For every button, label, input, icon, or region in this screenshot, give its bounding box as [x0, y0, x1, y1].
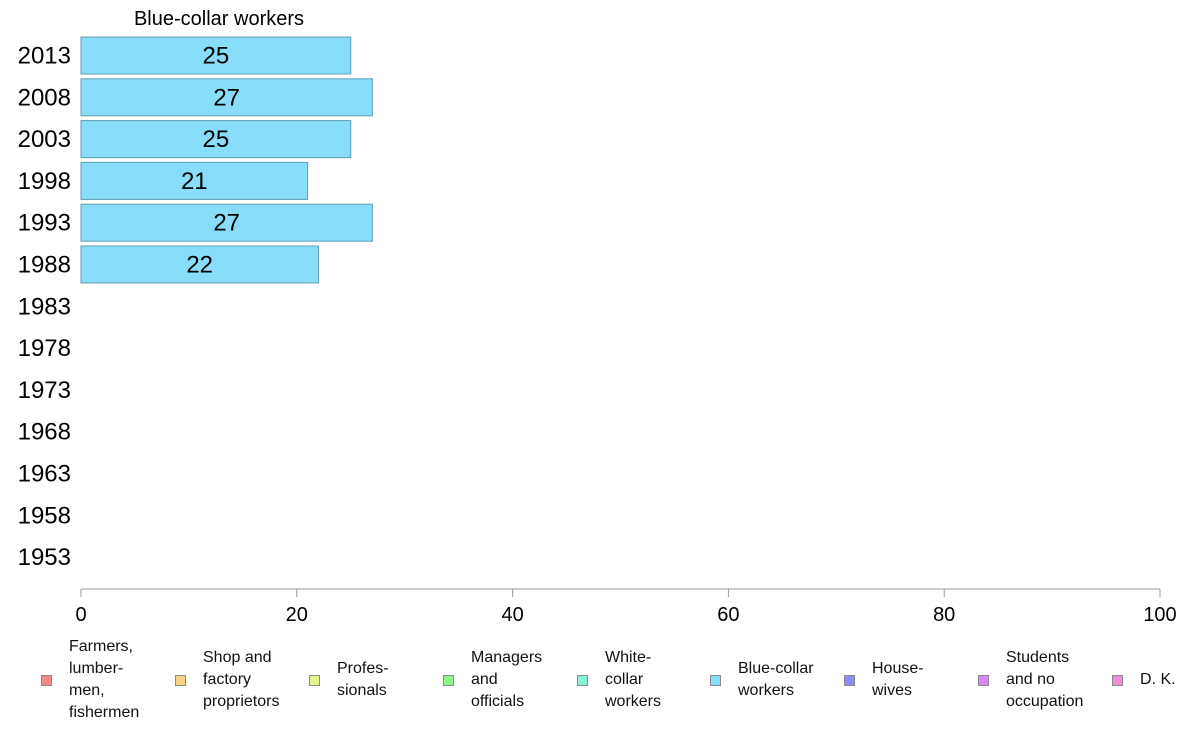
legend-swatch [443, 674, 454, 686]
bar-1988 [80, 245, 319, 284]
legend-item: Shop and factory proprietors [175, 647, 279, 713]
legend-swatch [41, 674, 52, 686]
legend-item: Blue-collar workers [710, 658, 814, 702]
y-tick-label-1998: 1998 [18, 168, 71, 195]
bar-2003 [80, 120, 352, 159]
data-label-2003: 25 [203, 126, 230, 153]
legend-swatch [710, 674, 721, 686]
legend-item: Farmers, lumber- men, fishermen [41, 636, 139, 724]
legend: Farmers, lumber- men, fishermen Shop and … [0, 638, 1188, 736]
data-label-1988: 22 [186, 252, 213, 279]
legend-label: House- wives [872, 660, 924, 699]
chart-title: Blue-collar workers [134, 8, 304, 30]
legend-swatch [1112, 674, 1123, 686]
legend-swatch [577, 674, 588, 686]
legend-label: White- collar workers [605, 649, 662, 710]
y-tick-label-1973: 1973 [18, 377, 71, 404]
y-tick-label-1978: 1978 [18, 335, 71, 362]
x-tick-label-80: 80 [933, 604, 955, 626]
x-tick-label-60: 60 [717, 604, 739, 626]
y-tick-label-2013: 2013 [18, 43, 71, 70]
x-tick-label-20: 20 [286, 604, 308, 626]
y-tick-label-1988: 1988 [18, 252, 71, 279]
legend-label: Blue-collar workers [738, 660, 814, 699]
y-tick-label-1983: 1983 [18, 293, 71, 320]
legend-label: Managers and officials [471, 649, 543, 710]
y-tick-label-1963: 1963 [18, 461, 71, 488]
legend-item: Profes- sionals [309, 658, 389, 702]
data-label-2008: 27 [213, 84, 240, 111]
y-tick-label-1993: 1993 [18, 210, 71, 237]
legend-item: D. K. [1112, 669, 1176, 691]
x-tick-label-0: 0 [75, 604, 86, 626]
legend-label: Profes- sionals [337, 660, 389, 699]
y-tick-label-1968: 1968 [18, 419, 71, 446]
legend-swatch [978, 674, 989, 686]
data-label-1993: 27 [213, 210, 240, 237]
data-label-2013: 25 [203, 43, 230, 70]
legend-item: Managers and officials [443, 647, 542, 713]
y-axis-labels: 2013 2008 2003 1998 1993 1988 1983 1978 1973 1968… [18, 43, 71, 572]
legend-label: D. K. [1140, 671, 1176, 688]
legend-label: Farmers, lumber- men, fishermen [69, 638, 140, 721]
legend-item: White- collar workers [577, 647, 661, 713]
legend-swatch [175, 674, 186, 686]
x-axis: 0 20 40 60 80 100 [75, 588, 1177, 626]
legend-label: Students and no occupation [1006, 649, 1084, 710]
legend-swatch [844, 674, 855, 686]
bar-2013 [80, 36, 352, 75]
y-tick-label-1958: 1958 [18, 502, 71, 529]
bar-2008 [80, 78, 373, 117]
bar-1993 [80, 203, 373, 242]
y-tick-label-2003: 2003 [18, 126, 71, 153]
y-tick-label-1953: 1953 [18, 544, 71, 571]
legend-label: Shop and factory proprietors [203, 649, 280, 710]
bar-1998 [80, 161, 309, 200]
x-tick-label-40: 40 [501, 604, 523, 626]
legend-item: House- wives [844, 658, 924, 702]
legend-swatch [309, 674, 320, 686]
data-label-1998: 21 [181, 168, 208, 195]
legend-item: Students and no occupation [978, 647, 1083, 713]
x-tick-label-100: 100 [1143, 604, 1176, 626]
y-tick-label-2008: 2008 [18, 84, 71, 111]
